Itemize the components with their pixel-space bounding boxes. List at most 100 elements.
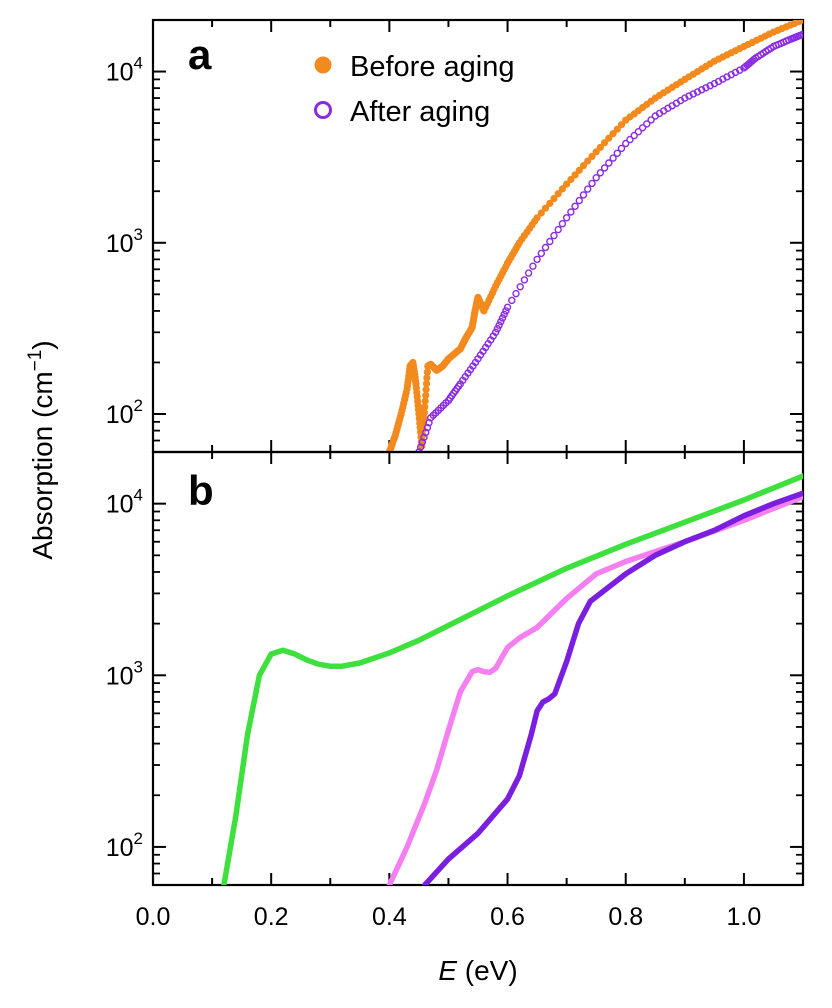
panel-a-data-point: [493, 325, 502, 333]
panel-b-frame: [151, 450, 805, 887]
panel-b-series-1: [386, 493, 803, 885]
panel-a-data-point: [558, 219, 567, 228]
panel-a-data-point: [497, 317, 505, 326]
x-axis-title-variable: E: [438, 955, 457, 986]
panel-a-data-point: [571, 171, 579, 179]
panel-a-data-point: [537, 249, 545, 258]
panel-a-data-point: [609, 154, 617, 162]
panel-b-series-2: [422, 490, 803, 885]
panel-a-data-point: [617, 144, 626, 153]
y-axis-title-superscript: −1: [25, 350, 46, 372]
panel-b-y-tick-label: 103: [106, 657, 143, 690]
panel-a-data-point: [575, 166, 583, 174]
panel-a-data-point: [421, 403, 429, 411]
panel-a-data-point: [592, 148, 600, 156]
y-axis-title: Absorption (cm−1): [25, 340, 58, 559]
panel-a-data-point: [567, 208, 575, 216]
panel-a-data-point: [579, 191, 588, 199]
panel-a-data-point: [617, 121, 626, 129]
legend-marker-before-aging: [314, 56, 332, 74]
panel-a-data-point: [638, 124, 647, 132]
legend: Before aging After aging: [314, 51, 514, 128]
panel-a-data-point: [524, 269, 533, 277]
panel-b-x-tick-label: 0.2: [254, 903, 289, 931]
panel-a-data-point: [529, 262, 537, 270]
panel-a-data-point: [567, 175, 575, 184]
panel-a-data-point: [508, 296, 516, 305]
panel-a-data-point: [799, 30, 803, 38]
panel-a-data-point: [541, 204, 550, 212]
panel-b-label: b: [188, 467, 214, 514]
panel-a-data-point: [689, 90, 697, 98]
panel-a-data-point: [420, 408, 428, 417]
panel-a-plot-area: [385, 20, 803, 452]
panel-a-data-point: [563, 180, 571, 188]
panel-b-x-tick-label: 1.0: [727, 903, 762, 931]
panel-a-data-point: [575, 196, 583, 205]
panel-a-data-point: [596, 143, 605, 151]
x-axis-title-unit: (eV): [457, 955, 518, 986]
panel-b-x-tick-label: 0.8: [608, 903, 643, 931]
panel-a-data-point: [546, 237, 554, 246]
panel-b-x-tick-label: 0.4: [372, 903, 407, 931]
panel-a-data-point: [613, 149, 621, 158]
panel-a-data-point: [799, 20, 803, 24]
panel-a-y-tick-label: 102: [106, 396, 143, 429]
panel-a-data-point: [634, 127, 643, 136]
panel-b-series-0: [221, 473, 803, 885]
panel-b-x-tick-label: 0.6: [490, 903, 525, 931]
panel-a-data-point: [558, 185, 567, 193]
legend-label-before-aging: Before aging: [350, 51, 514, 83]
panel-a-data-point: [537, 209, 545, 217]
panel-b-series-line: [386, 493, 803, 885]
panel-a-data-point: [422, 385, 430, 394]
panel-a-data-point: [520, 276, 529, 284]
panel-b-series-line: [221, 473, 803, 885]
panel-a-data-point: [698, 86, 706, 94]
panel-a-data-point: [609, 130, 617, 138]
panel-b-series-line: [422, 490, 803, 885]
panel-a-data-point: [516, 283, 524, 291]
panel-a-data-point: [502, 307, 510, 315]
panel-a-data-point: [562, 214, 571, 222]
panel-a-data-point: [584, 185, 592, 193]
panel-a-data-point: [498, 314, 507, 322]
panel-a-data-point: [579, 162, 588, 170]
x-axis-title: E (eV): [438, 955, 517, 986]
panel-a-data-point: [512, 289, 520, 298]
panel-a-data-point: [420, 414, 428, 422]
panel-a-data-point: [422, 380, 431, 388]
panel-a-data-point: [422, 391, 430, 399]
panel-a-series-0: [385, 20, 803, 452]
panel-a-data-point: [571, 202, 579, 211]
panel-a-data-point: [500, 310, 508, 319]
panel-a-data-point: [622, 139, 630, 148]
panel-a-data-point: [600, 164, 609, 172]
panel-a-data-point: [596, 169, 605, 177]
panel-a-data-point: [550, 231, 558, 240]
panel-a-data-point: [495, 321, 503, 329]
panel-a-data-point: [601, 139, 609, 147]
legend-marker-after-aging: [314, 101, 332, 119]
panel-a-data-point: [423, 374, 431, 382]
panel-a-data-point: [541, 243, 550, 252]
panel-a-y-tick-label: 104: [106, 54, 143, 87]
panel-b-y-tick-label: 104: [106, 486, 143, 519]
panel-a-data-point: [605, 159, 613, 167]
panel-a-data-point: [533, 255, 541, 264]
panel-a-y-tick-label: 103: [106, 225, 143, 258]
panel-b-y-tick-label: 102: [106, 829, 143, 862]
panel-a-data-point: [492, 328, 500, 336]
panel-a-data-point: [626, 135, 634, 144]
panel-a-data-point: [423, 368, 431, 376]
panel-b: 0.0 0.2 0.4 0.6 0.8 1.0 102 103 104: [106, 450, 805, 931]
panel-a-label: a: [188, 31, 212, 78]
panel-a-data-point: [554, 190, 562, 198]
panel-a-data-point: [588, 179, 596, 188]
panel-a-data-point: [630, 131, 638, 140]
panel-a-data-point: [554, 225, 562, 234]
panel-a-data-point: [584, 157, 592, 165]
panel-a-data-point: [605, 134, 613, 142]
panel-a-data-point: [647, 116, 655, 124]
panel-a: 102 103 104: [106, 18, 805, 454]
